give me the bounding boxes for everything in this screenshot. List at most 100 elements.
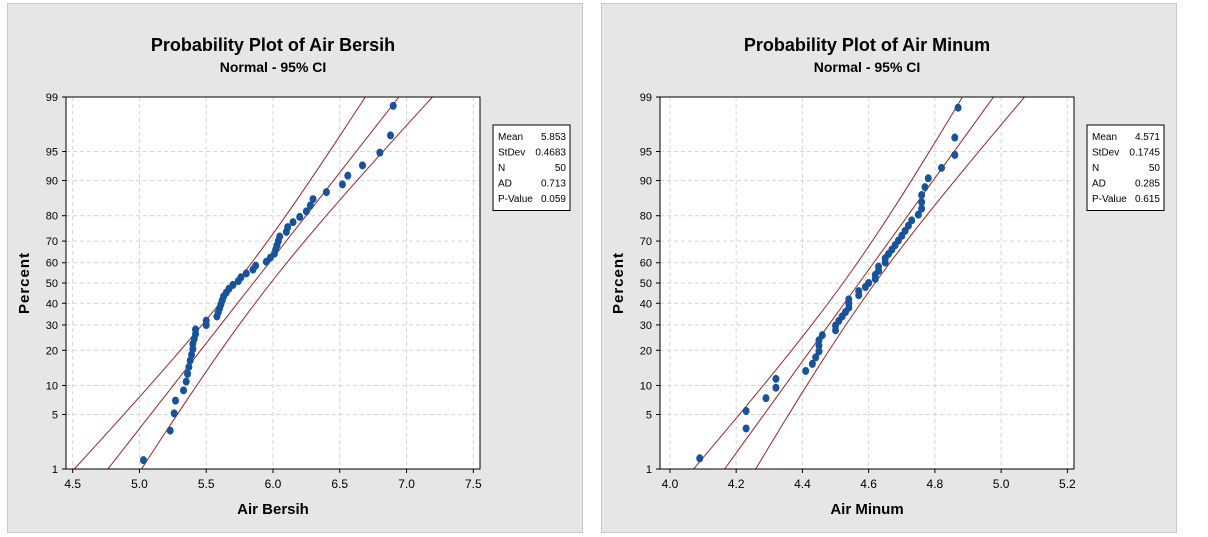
stats-label: StDev <box>498 148 525 159</box>
data-point <box>938 163 946 172</box>
data-point <box>322 188 330 197</box>
x-tick-label: 6.5 <box>331 477 348 491</box>
y-tick-label: 30 <box>46 320 58 332</box>
data-point <box>166 426 174 435</box>
data-point <box>376 148 384 157</box>
stats-label: P-Value <box>1092 194 1127 205</box>
y-tick-label: 1 <box>646 464 652 476</box>
data-point <box>170 409 178 418</box>
data-point <box>242 269 250 278</box>
chart-svg-air-bersih: 4.5 5.0 5.5 6.0 6.5 7.0 7.5 1 5 10 20 30 40 50 60 70 80 9… <box>7 3 583 533</box>
y-tick-label: 60 <box>46 258 58 270</box>
data-point <box>855 287 863 296</box>
y-tick-label: 5 <box>646 410 652 422</box>
data-point <box>338 180 346 189</box>
data-point <box>344 171 352 180</box>
stats-label: StDev <box>1092 148 1119 159</box>
stats-value: 4.571 <box>1135 132 1160 143</box>
data-point <box>276 232 284 241</box>
data-point <box>908 216 916 225</box>
chart-subtitle: Normal - 95% CI <box>814 59 921 75</box>
y-tick-label: 95 <box>46 146 58 158</box>
y-tick-label: 40 <box>46 298 58 310</box>
data-point <box>296 212 304 221</box>
data-point <box>875 262 883 271</box>
data-point <box>309 195 317 204</box>
x-tick-label: 5.0 <box>131 477 148 491</box>
y-tick-label: 99 <box>640 92 652 104</box>
data-point <box>180 386 188 395</box>
y-tick-label: 50 <box>46 278 58 290</box>
stats-label: AD <box>498 179 512 190</box>
data-point <box>389 101 397 110</box>
y-tick-label: 1 <box>52 464 58 476</box>
data-point <box>202 316 210 325</box>
y-tick-label: 5 <box>52 410 58 422</box>
stats-value: 5.853 <box>541 132 566 143</box>
data-point <box>924 174 932 183</box>
data-point <box>951 150 959 159</box>
stats-value: 0.4683 <box>535 148 566 159</box>
stats-value: 0.615 <box>1135 194 1160 205</box>
y-tick-label: 70 <box>640 236 652 248</box>
stats-value: 0.285 <box>1135 179 1160 190</box>
data-point <box>358 161 366 170</box>
x-tick-label: 4.4 <box>794 477 811 491</box>
data-point <box>387 131 395 140</box>
data-point <box>918 191 926 200</box>
upper-ci-band <box>140 97 434 469</box>
data-point <box>802 366 810 375</box>
stats-label: Mean <box>1092 132 1117 143</box>
data-point <box>812 353 820 362</box>
stats-label: N <box>1092 163 1099 174</box>
data-point <box>918 198 926 207</box>
data-point <box>914 210 922 219</box>
data-point <box>954 103 962 112</box>
x-tick-label: 4.8 <box>927 477 944 491</box>
y-tick-label: 90 <box>640 176 652 188</box>
stats-label: N <box>498 163 505 174</box>
y-tick-label: 80 <box>46 211 58 223</box>
stats-value: 0.713 <box>541 179 566 190</box>
stats-value: 0.1745 <box>1129 148 1160 159</box>
x-tick-label: 5.2 <box>1059 477 1076 491</box>
x-tick-label: 4.5 <box>64 477 81 491</box>
data-point <box>185 362 193 371</box>
y-tick-label: 90 <box>46 176 58 188</box>
y-tick-label: 30 <box>640 320 652 332</box>
fitted-line <box>723 97 995 469</box>
y-tick-label: 95 <box>640 146 652 158</box>
data-point <box>306 201 314 210</box>
y-tick-label: 20 <box>640 345 652 357</box>
data-point <box>921 183 929 192</box>
y-tick-label: 70 <box>46 236 58 248</box>
x-axis-label: Air Bersih <box>237 501 309 518</box>
data-point <box>808 359 816 368</box>
data-point <box>865 279 873 287</box>
stats-label: AD <box>1092 179 1106 190</box>
chart-title: Probability Plot of Air Bersih <box>151 35 395 55</box>
stats-label: Mean <box>498 132 523 143</box>
data-point <box>772 383 780 392</box>
data-point <box>289 218 297 227</box>
data-point <box>302 207 310 216</box>
y-tick-label: 40 <box>640 298 652 310</box>
stats-value: 50 <box>1149 163 1161 174</box>
data-point <box>742 424 750 433</box>
x-tick-label: 4.2 <box>728 477 745 491</box>
stats-legend-box <box>492 124 571 211</box>
data-point <box>182 377 190 386</box>
data-point <box>696 454 704 463</box>
x-tick-label: 7.5 <box>465 477 482 491</box>
data-point <box>172 396 180 405</box>
y-tick-label: 10 <box>640 380 652 392</box>
y-tick-label: 99 <box>46 92 58 104</box>
chart-title: Probability Plot of Air Minum <box>744 35 990 55</box>
data-point <box>229 280 237 289</box>
data-point <box>951 133 959 142</box>
data-point <box>845 295 853 304</box>
x-axis-label: Air Minum <box>830 501 903 518</box>
x-tick-label: 7.0 <box>398 477 415 491</box>
probability-plot-air-bersih: 4.5 5.0 5.5 6.0 6.5 7.0 7.5 1 5 10 20 30 40 50 60 70 80 9… <box>7 3 583 533</box>
data-point <box>284 223 292 232</box>
